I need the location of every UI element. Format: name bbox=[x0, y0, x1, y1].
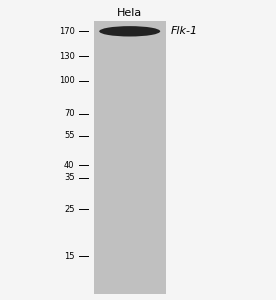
Text: 25: 25 bbox=[64, 205, 75, 214]
Text: 100: 100 bbox=[59, 76, 75, 85]
Text: 55: 55 bbox=[64, 131, 75, 140]
Text: 130: 130 bbox=[59, 52, 75, 61]
Text: Flk-1: Flk-1 bbox=[171, 26, 198, 36]
Ellipse shape bbox=[99, 26, 160, 37]
FancyBboxPatch shape bbox=[94, 21, 166, 294]
Text: 35: 35 bbox=[64, 173, 75, 182]
Text: 170: 170 bbox=[59, 27, 75, 36]
Text: 15: 15 bbox=[64, 252, 75, 261]
Text: Hela: Hela bbox=[117, 8, 142, 18]
Text: 70: 70 bbox=[64, 109, 75, 118]
Text: 40: 40 bbox=[64, 161, 75, 170]
